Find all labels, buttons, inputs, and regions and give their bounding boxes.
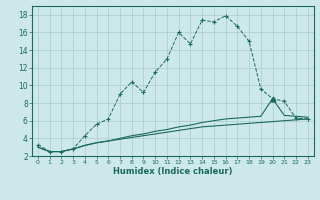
X-axis label: Humidex (Indice chaleur): Humidex (Indice chaleur)	[113, 167, 233, 176]
